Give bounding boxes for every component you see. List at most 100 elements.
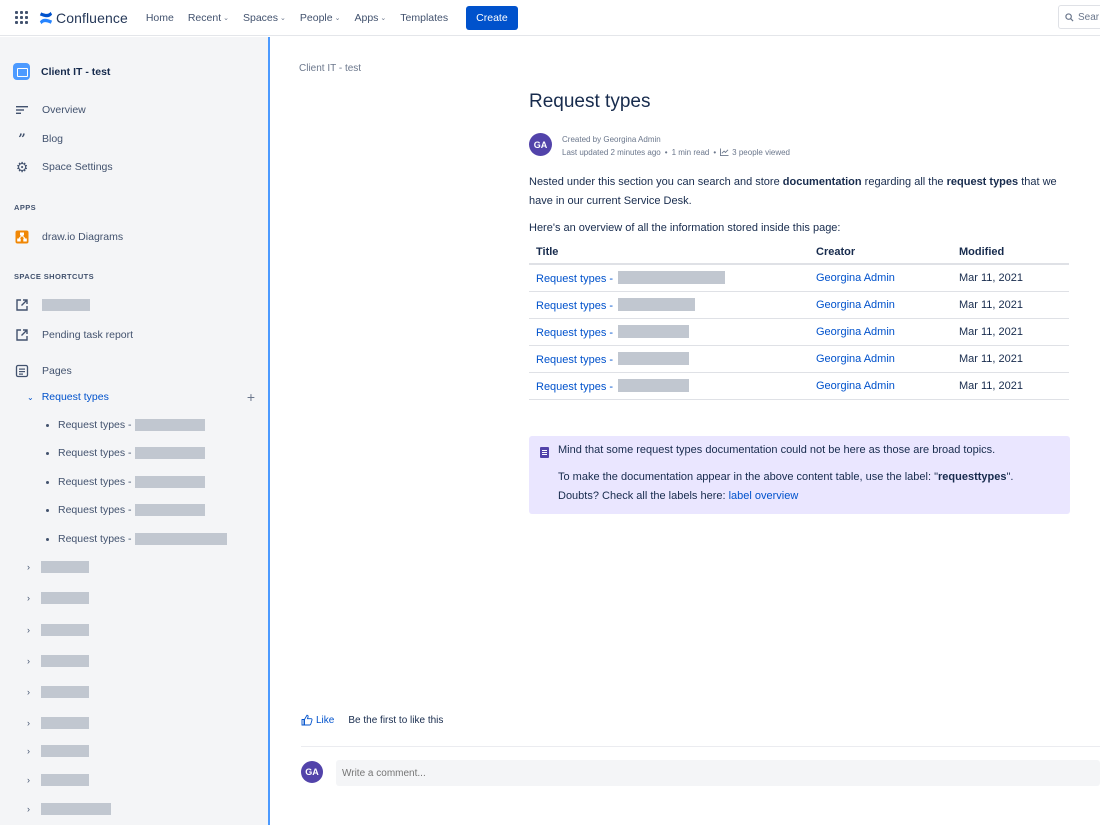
chevron-right-icon[interactable]: › (27, 746, 30, 756)
last-updated[interactable]: Last updated 2 minutes ago (562, 148, 661, 157)
pages-icon (15, 364, 29, 378)
chevron-right-icon[interactable]: › (27, 718, 30, 728)
chevron-right-icon[interactable]: › (27, 625, 30, 635)
sidebar-item-space-settings[interactable]: ⚙ Space Settings (15, 159, 113, 175)
current-user-avatar[interactable]: GA (301, 761, 323, 783)
creator-link[interactable]: Georgina Admin (809, 318, 952, 346)
sidebar-item-label: Overview (42, 104, 86, 116)
page-tree-child-label: Request types - (58, 447, 132, 459)
space-shortcuts-heading: SPACE SHORTCUTS (14, 272, 95, 281)
column-header-modified[interactable]: Modified (952, 240, 1069, 265)
chevron-down-icon: ⌄ (280, 14, 286, 22)
overview-icon (15, 103, 29, 117)
chevron-right-icon[interactable]: › (27, 687, 30, 697)
space-avatar-icon (13, 63, 30, 80)
page-link[interactable]: Request types - (529, 264, 809, 292)
note-line: To make the documentation appear in the … (558, 471, 1014, 483)
breadcrumb[interactable]: Client IT - test (299, 63, 362, 74)
redacted-label (41, 803, 111, 815)
nav-apps[interactable]: Apps ⌄ (354, 12, 386, 24)
creator-link[interactable]: Georgina Admin (809, 345, 952, 373)
confluence-logo[interactable]: Confluence (39, 10, 128, 26)
page-tree-collapsed-item[interactable]: › (27, 624, 89, 636)
page-tree-collapsed-item[interactable]: › (27, 717, 89, 729)
page-tree-collapsed-item[interactable]: › (27, 774, 89, 786)
sidebar-item-blog[interactable]: ” Blog (15, 132, 64, 147)
sidebar-item-pages[interactable]: Pages (15, 364, 72, 378)
chevron-right-icon[interactable]: › (27, 656, 30, 666)
bullet-icon (46, 537, 49, 541)
page-tree-collapsed-item[interactable]: › (27, 655, 89, 667)
sidebar-shortcut-pending-task-report[interactable]: Pending task report (15, 328, 133, 342)
chevron-right-icon[interactable]: › (27, 804, 30, 814)
nav-recent-label: Recent (187, 11, 222, 24)
redacted-label (41, 655, 89, 667)
column-header-title[interactable]: Title (529, 240, 809, 265)
comment-input[interactable] (336, 760, 1100, 786)
page-tree-collapsed-item[interactable]: › (27, 686, 89, 698)
table-row: Request types - Georgina Admin Mar 11, 2… (529, 372, 1069, 400)
nav-spaces[interactable]: Spaces ⌄ (243, 12, 286, 24)
page-tree-collapsed-item[interactable]: › (27, 561, 89, 573)
page-link[interactable]: Request types - (529, 318, 809, 346)
like-button[interactable]: Like (301, 714, 334, 726)
app-switcher-icon[interactable] (15, 10, 29, 25)
page-tree-item-request-types[interactable]: ⌄ Request types + (27, 389, 255, 405)
sidebar-item-label: Pages (42, 365, 72, 377)
redacted-label (41, 561, 89, 573)
sidebar-shortcut-redacted[interactable] (15, 298, 90, 312)
modified-date: Mar 11, 2021 (952, 291, 1069, 319)
redacted-label (41, 717, 89, 729)
nav-templates-label: Templates (400, 11, 449, 24)
create-button[interactable]: Create (466, 5, 518, 30)
sidebar-item-drawio[interactable]: draw.io Diagrams (15, 230, 123, 244)
external-link-icon (15, 298, 29, 312)
chevron-down-icon[interactable]: ⌄ (27, 392, 34, 402)
redacted-label (41, 745, 89, 757)
top-navigation-bar: Confluence Home Recent ⌄ Spaces ⌄ People ⌄ … (0, 0, 1100, 36)
column-header-creator[interactable]: Creator (809, 240, 952, 265)
note-line: Doubts? Check all the labels here: label… (558, 490, 799, 502)
redacted-label (618, 297, 696, 311)
creator-link[interactable]: Georgina Admin (809, 372, 952, 400)
page-tree-collapsed-item[interactable]: › (27, 592, 89, 604)
space-header[interactable]: Client IT - test (13, 63, 110, 80)
add-child-page-icon[interactable]: + (246, 389, 255, 405)
page-tree-child[interactable]: Request types - (46, 419, 205, 431)
redacted-label (618, 324, 690, 338)
thumbs-up-icon (301, 714, 313, 726)
page-tree-child[interactable]: Request types - (46, 447, 205, 459)
page-views[interactable]: 3 people viewed (732, 148, 790, 157)
page-tree-collapsed-item[interactable]: › (27, 803, 111, 815)
space-sidebar: Client IT - test Overview ” Blog ⚙ Space… (0, 37, 270, 825)
page-tree-child-label: Request types - (58, 419, 132, 431)
author-avatar[interactable]: GA (529, 133, 552, 156)
page-tree-child-label: Request types - (58, 476, 132, 488)
read-time: 1 min read (671, 148, 710, 157)
nav-home[interactable]: Home (146, 12, 174, 24)
sidebar-item-label: draw.io Diagrams (42, 231, 124, 243)
nav-templates[interactable]: Templates (400, 12, 448, 24)
page-tree-child[interactable]: Request types - (46, 533, 227, 545)
page-tree-child[interactable]: Request types - (46, 504, 205, 516)
label-overview-link[interactable]: label overview (728, 490, 799, 502)
creator-link[interactable]: Georgina Admin (809, 291, 952, 319)
nav-recent[interactable]: Recent ⌄ (188, 12, 229, 24)
redacted-label (41, 774, 89, 786)
page-link[interactable]: Request types - (529, 372, 809, 400)
chevron-right-icon[interactable]: › (27, 562, 30, 572)
page-link[interactable]: Request types - (529, 291, 809, 319)
chevron-right-icon[interactable]: › (27, 775, 30, 785)
page-tree-child[interactable]: Request types - (46, 476, 205, 488)
nav-people[interactable]: People ⌄ (300, 12, 341, 24)
search-input[interactable]: Sear (1058, 5, 1100, 29)
created-by: Created by Georgina Admin (562, 135, 661, 144)
creator-link[interactable]: Georgina Admin (809, 264, 952, 292)
sidebar-item-label: Blog (42, 133, 64, 145)
page-tree-child-label: Request types - (58, 504, 132, 516)
sidebar-item-overview[interactable]: Overview (15, 103, 86, 117)
page-link[interactable]: Request types - (529, 345, 809, 373)
page-tree-collapsed-item[interactable]: › (27, 745, 89, 757)
chevron-right-icon[interactable]: › (27, 593, 30, 603)
modified-date: Mar 11, 2021 (952, 372, 1069, 400)
